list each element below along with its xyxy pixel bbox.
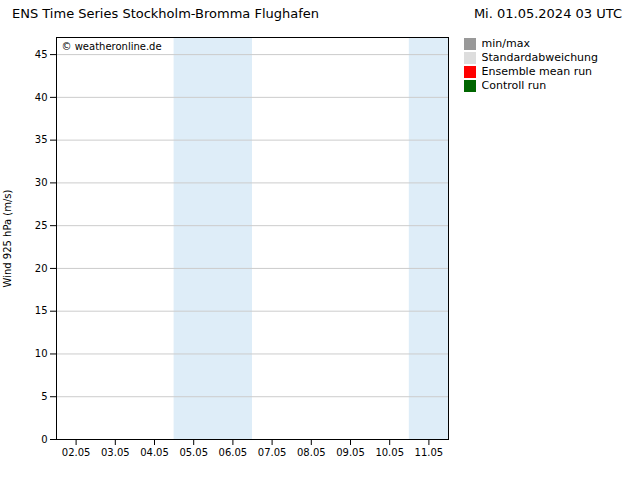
svg-text:35: 35 bbox=[35, 134, 48, 145]
svg-text:10: 10 bbox=[35, 348, 48, 359]
html-text:min/max: min/max bbox=[481, 37, 530, 50]
svg-text:06.05: 06.05 bbox=[219, 447, 248, 458]
svg-text:07.05: 07.05 bbox=[258, 447, 287, 458]
svg-text:25: 25 bbox=[35, 220, 48, 231]
svg-text:09.05: 09.05 bbox=[336, 447, 365, 458]
svg-text:© weatheronline.de: © weatheronline.de bbox=[62, 41, 162, 52]
html-text:Mi. 01.05.2024 03 UTC: Mi. 01.05.2024 03 UTC bbox=[473, 6, 622, 21]
html-text:Standardabweichung: Standardabweichung bbox=[481, 51, 598, 64]
svg-text:04.05: 04.05 bbox=[140, 447, 169, 458]
svg-text:03.05: 03.05 bbox=[101, 447, 130, 458]
html-text:Controll run: Controll run bbox=[481, 79, 547, 92]
svg-text:40: 40 bbox=[35, 92, 48, 103]
html-text:Ensemble mean run: Ensemble mean run bbox=[481, 65, 593, 78]
svg-text:0: 0 bbox=[41, 434, 47, 445]
svg-text:20: 20 bbox=[35, 263, 48, 274]
svg-text:Wind 925 hPa (m/s): Wind 925 hPa (m/s) bbox=[2, 189, 13, 287]
svg-text:05.05: 05.05 bbox=[179, 447, 208, 458]
svg-text:02.05: 02.05 bbox=[62, 447, 91, 458]
svg-text:08.05: 08.05 bbox=[297, 447, 326, 458]
svg-text:10.05: 10.05 bbox=[375, 447, 404, 458]
html-text:ENS Time Series Stockholm-Brom: ENS Time Series Stockholm-Bromma Flughaf… bbox=[12, 6, 319, 21]
svg-text:5: 5 bbox=[41, 391, 47, 402]
svg-text:30: 30 bbox=[35, 177, 48, 188]
svg-text:11.05: 11.05 bbox=[415, 447, 444, 458]
svg-text:15: 15 bbox=[35, 305, 48, 316]
svg-text:45: 45 bbox=[35, 49, 48, 60]
